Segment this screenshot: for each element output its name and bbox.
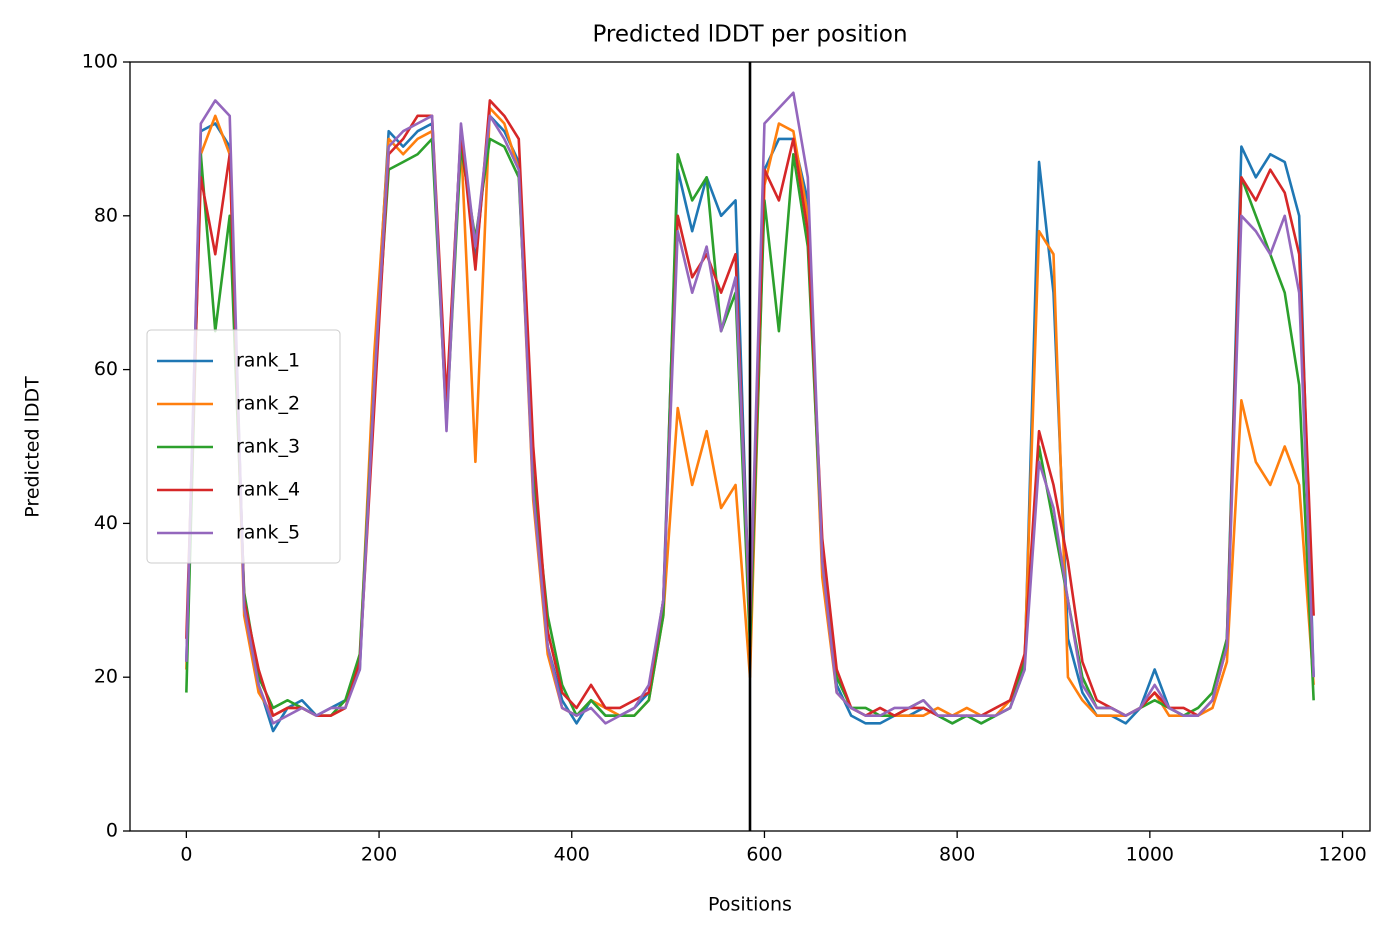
y-tick-label: 60 [94,358,118,380]
y-tick-label: 80 [94,204,118,226]
x-tick-label: 400 [554,844,590,866]
plot-frame [129,61,1371,832]
legend-label: rank_2 [236,393,300,415]
x-tick-label: 0 [180,844,192,866]
y-axis-label: Predicted lDDT [22,376,44,518]
legend-label: rank_3 [236,436,300,458]
x-tick-label: 1000 [1126,844,1174,866]
legend-label: rank_1 [236,350,300,372]
y-tick-label: 20 [94,666,118,688]
x-tick-label: 1200 [1318,844,1366,866]
x-tick-label: 200 [361,844,397,866]
x-axis-label: Positions [708,894,792,916]
legend-box [146,329,341,564]
y-tick-label: 40 [94,512,118,534]
legend-label: rank_5 [236,522,300,544]
y-tick-label: 100 [82,51,118,73]
legend: rank_1 rank_2 rank_3 rank_4 rank_5 [146,329,341,564]
x-tick-label: 600 [746,844,782,866]
legend-label: rank_4 [236,479,300,501]
y-tick-label: 0 [106,820,118,842]
chart-title: Predicted lDDT per position [592,22,907,48]
x-tick-label: 800 [939,844,975,866]
